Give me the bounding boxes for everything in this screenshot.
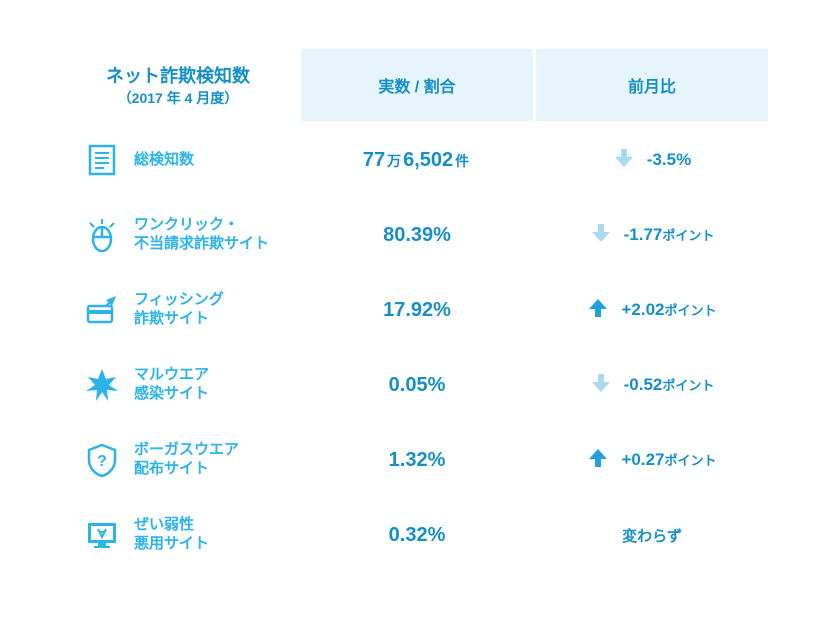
row-value: 1.32% bbox=[389, 449, 446, 472]
row-value-cell: 1.32% bbox=[301, 424, 533, 496]
row-delta-nochange: 変わらず bbox=[622, 525, 682, 546]
row-value-cell: 77万6,502件 bbox=[301, 124, 533, 196]
mouse-click-icon bbox=[80, 215, 124, 255]
row-label-text: マルウエア感染サイト bbox=[134, 366, 209, 404]
arrow-down-icon bbox=[590, 372, 612, 399]
row-label-text: ぜい弱性悪用サイト bbox=[134, 516, 209, 554]
phishing-card-icon bbox=[80, 290, 124, 330]
row-value: 17.92% bbox=[383, 299, 451, 322]
row-label-cell: ぜい弱性悪用サイト bbox=[58, 499, 298, 571]
row-value: 0.32% bbox=[389, 524, 446, 547]
row-label-cell: ? ボーガスウエア配布サイト bbox=[58, 424, 298, 496]
title-main: ネット詐欺検知数 bbox=[106, 62, 250, 88]
row-delta: -0.52ポイント bbox=[624, 375, 715, 395]
row-delta-cell: +2.02ポイント bbox=[536, 274, 768, 346]
document-icon bbox=[80, 140, 124, 180]
row-value: 80.39% bbox=[383, 224, 451, 247]
row-delta-cell: -3.5% bbox=[536, 124, 768, 196]
arrow-down-icon bbox=[613, 147, 635, 174]
row-value-cell: 0.05% bbox=[301, 349, 533, 421]
shield-question-icon: ? bbox=[80, 440, 124, 480]
row-value-cell: 0.32% bbox=[301, 499, 533, 571]
row-label-cell: ワンクリック・不当請求詐欺サイト bbox=[58, 199, 298, 271]
row-value: 77万6,502件 bbox=[363, 149, 471, 172]
row-delta-cell: +0.27ポイント bbox=[536, 424, 768, 496]
row-value-cell: 80.39% bbox=[301, 199, 533, 271]
title-subtitle: （2017 年 4 月度） bbox=[118, 88, 239, 108]
row-delta-cell: -1.77ポイント bbox=[536, 199, 768, 271]
row-delta: -1.77ポイント bbox=[624, 225, 715, 245]
row-label-text: 総検知数 bbox=[134, 151, 194, 170]
row-delta: +0.27ポイント bbox=[621, 450, 716, 470]
row-delta: -3.5% bbox=[647, 150, 691, 170]
arrow-up-icon bbox=[587, 297, 609, 324]
row-label-cell: マルウエア感染サイト bbox=[58, 349, 298, 421]
row-value: 0.05% bbox=[389, 374, 446, 397]
row-value-cell: 17.92% bbox=[301, 274, 533, 346]
vuln-monitor-icon bbox=[80, 515, 124, 555]
row-delta-cell: -0.52ポイント bbox=[536, 349, 768, 421]
row-label-text: フィッシング詐欺サイト bbox=[134, 291, 224, 329]
column-header-delta: 前月比 bbox=[536, 49, 768, 121]
row-label-text: ワンクリック・不当請求詐欺サイト bbox=[134, 216, 269, 254]
row-delta: +2.02ポイント bbox=[621, 300, 716, 320]
row-label-text: ボーガスウエア配布サイト bbox=[134, 441, 239, 479]
arrow-down-icon bbox=[590, 222, 612, 249]
column-header-value: 実数 / 割合 bbox=[301, 49, 533, 121]
row-label-cell: 総検知数 bbox=[58, 124, 298, 196]
row-delta-cell: 変わらず bbox=[536, 499, 768, 571]
fraud-detection-table: ネット詐欺検知数 （2017 年 4 月度） 実数 / 割合前月比 総検知数 7… bbox=[58, 49, 768, 571]
row-label-cell: フィッシング詐欺サイト bbox=[58, 274, 298, 346]
svg-text:?: ? bbox=[97, 453, 107, 470]
table-header-title: ネット詐欺検知数 （2017 年 4 月度） bbox=[58, 49, 298, 121]
arrow-up-icon bbox=[587, 447, 609, 474]
malware-burst-icon bbox=[80, 365, 124, 405]
